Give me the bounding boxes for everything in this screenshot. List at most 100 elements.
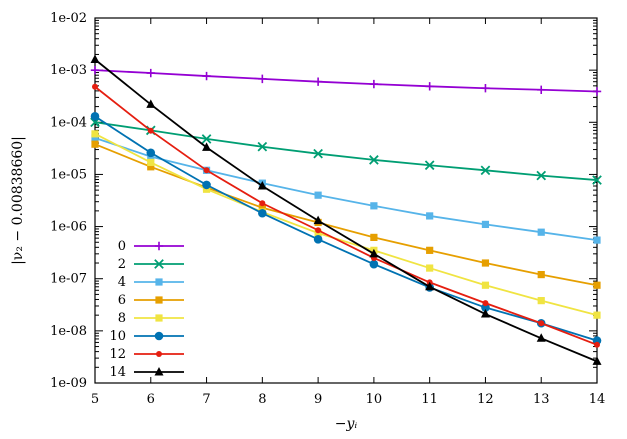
data-point: [480, 165, 491, 176]
data-point: [146, 99, 156, 108]
data-point: [536, 170, 547, 181]
x-tick-label: 13: [533, 392, 550, 407]
x-tick-label: 5: [91, 392, 99, 407]
data-point: [258, 204, 266, 212]
data-point: [481, 303, 490, 312]
data-point: [425, 82, 434, 91]
data-point: [369, 248, 379, 258]
series-line: [94, 86, 598, 346]
legend-item: 2: [118, 257, 184, 272]
data-point: [90, 54, 100, 63]
legend-item: 0: [118, 239, 184, 254]
x-tick-label: 12: [477, 392, 494, 407]
y-tick-label: 1e-02: [50, 11, 87, 26]
series-4: [91, 134, 601, 244]
series-10: [90, 112, 602, 345]
data-point: [370, 202, 378, 210]
y-tick-label: 1e-04: [50, 115, 87, 130]
data-point: [592, 175, 602, 185]
data-point: [592, 87, 602, 96]
series-12: [92, 83, 600, 348]
legend-label: 10: [109, 329, 126, 344]
data-point: [536, 333, 546, 342]
data-point: [147, 163, 155, 171]
data-point: [426, 246, 434, 254]
x-axis-label: −yᵢ: [335, 416, 358, 432]
data-point: [146, 68, 155, 78]
data-point: [258, 208, 267, 218]
data-point: [92, 83, 98, 90]
legend-marker: [155, 296, 163, 304]
series-8: [91, 130, 601, 319]
legend-item: 8: [118, 311, 184, 326]
series-line: [94, 121, 598, 181]
series-line: [94, 133, 598, 317]
series-line: [94, 115, 598, 342]
data-point: [257, 141, 268, 152]
data-point: [90, 112, 100, 121]
data-point: [203, 167, 210, 174]
y-tick-label: 1e-03: [50, 63, 87, 78]
y-axis-label: |ν₂ − 0.00838660|: [10, 136, 26, 265]
series-line: [94, 69, 598, 93]
data-point: [369, 79, 379, 89]
data-point: [592, 356, 602, 365]
series-14: [90, 54, 602, 365]
legend-label: 8: [118, 311, 126, 326]
data-point: [147, 127, 154, 134]
legend-label: 2: [118, 257, 126, 272]
data-point: [313, 148, 323, 159]
legend-item: 14: [109, 365, 184, 380]
data-point: [202, 180, 211, 190]
legend-marker: [156, 351, 162, 357]
legend-label: 12: [109, 347, 126, 362]
data-point: [313, 215, 323, 225]
data-point: [482, 300, 489, 307]
data-point: [370, 233, 378, 241]
series-line: [94, 137, 598, 242]
y-tick-label: 1e-05: [50, 167, 87, 182]
y-tick-label: 1e-06: [50, 220, 87, 235]
data-point: [593, 236, 601, 244]
data-point: [259, 200, 266, 207]
legend-label: 0: [118, 239, 126, 254]
legend-item: 4: [118, 275, 184, 290]
data-point: [537, 85, 546, 94]
data-point: [369, 155, 379, 165]
data-point: [202, 71, 211, 81]
x-tick-label: 8: [258, 392, 266, 407]
data-point: [369, 259, 379, 269]
data-point: [593, 311, 601, 319]
legend-item: 6: [118, 293, 184, 308]
data-point: [481, 281, 490, 289]
legend: 0 2 4 6 8 10 12 14: [109, 239, 184, 380]
series-0: [90, 65, 602, 96]
legend-marker: [154, 331, 164, 341]
data-point: [537, 228, 545, 236]
data-point: [91, 134, 99, 142]
x-tick-label: 6: [147, 392, 155, 407]
data-point: [594, 341, 600, 348]
data-point: [481, 259, 490, 267]
x-tick-label: 9: [314, 392, 322, 407]
legend-marker: [154, 241, 164, 251]
legend-marker: [154, 367, 164, 376]
data-point: [146, 148, 156, 158]
data-point: [425, 281, 435, 291]
legend-marker: [154, 259, 164, 269]
data-point: [480, 309, 490, 318]
data-point: [537, 297, 545, 305]
data-point: [90, 65, 100, 75]
data-point: [313, 235, 323, 244]
legend-item: 12: [109, 347, 184, 362]
x-tick-label: 7: [202, 392, 210, 407]
data-point: [201, 134, 212, 144]
y-tick-label: 1e-08: [50, 324, 87, 339]
y-tick-label: 1e-07: [50, 272, 87, 287]
legend-marker: [155, 278, 163, 286]
data-point: [481, 220, 490, 229]
data-point: [91, 140, 99, 148]
data-point: [424, 160, 435, 171]
